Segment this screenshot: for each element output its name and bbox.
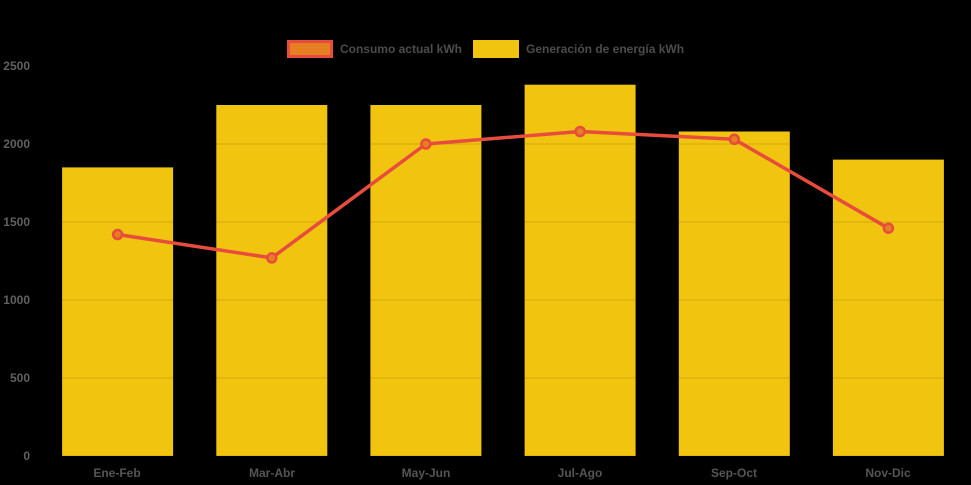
legend-swatch-consumo-icon	[286, 40, 333, 58]
y-tick-label: 2000	[3, 137, 30, 151]
x-tick-label: Mar-Abr	[248, 466, 296, 480]
x-tick-label: Nov-Dic	[865, 466, 911, 480]
x-tick-label: May-Jun	[401, 466, 451, 480]
legend-label-consumo: Consumo actual kWh	[339, 42, 462, 56]
x-tick-label: Sep-Oct	[710, 466, 758, 480]
consumo-line	[115, 129, 891, 260]
y-tick-label: 1000	[3, 293, 30, 307]
legend-item-consumo[interactable]: Consumo actual kWh	[286, 40, 462, 58]
y-tick-label: 0	[23, 449, 30, 463]
y-tick-label: 2500	[3, 59, 30, 73]
consumo-point-1[interactable]	[266, 252, 278, 264]
legend-item-generacion[interactable]: Generación de energía kWh	[472, 40, 685, 58]
bar-generacion-4[interactable]	[678, 131, 790, 457]
x-tick-label: Jul-Ago	[557, 466, 603, 480]
bar-generacion-5[interactable]	[832, 159, 944, 456]
bar-generacion-0[interactable]	[62, 167, 174, 456]
consumo-point-5[interactable]	[882, 222, 895, 234]
consumo-point-3[interactable]	[574, 125, 586, 138]
y-tick-label: 500	[9, 371, 30, 385]
consumo-point-2[interactable]	[420, 138, 432, 150]
chart-legend: Consumo actual kWh Generación de energía…	[0, 40, 971, 58]
legend-swatch-generacion-icon	[472, 40, 519, 58]
y-tick-label: 1500	[3, 215, 30, 229]
bar-generacion-3[interactable]	[524, 84, 636, 456]
bar-generacion-1[interactable]	[216, 105, 328, 456]
bar-generacion-2[interactable]	[370, 105, 482, 456]
consumo-point-4[interactable]	[728, 133, 741, 146]
x-tick-label: Ene-Feb	[93, 466, 141, 480]
legend-label-generacion: Generación de energía kWh	[525, 42, 685, 56]
consumo-point-0[interactable]	[111, 228, 124, 241]
